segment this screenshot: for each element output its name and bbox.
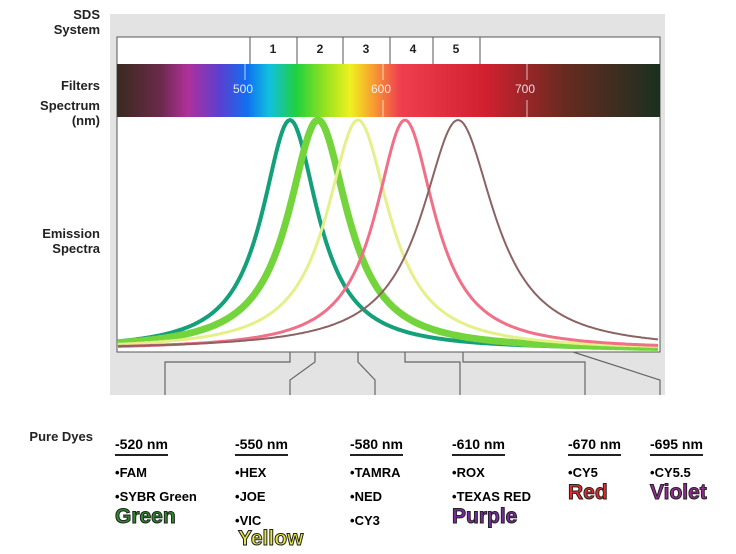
dye-name: HEX bbox=[235, 465, 303, 480]
filter-number: 2 bbox=[316, 42, 324, 56]
wavelength: -670 nm bbox=[568, 436, 621, 456]
filters-label: Filters bbox=[60, 78, 100, 93]
filter-number: 1 bbox=[269, 42, 277, 56]
dye-name: JOE bbox=[235, 489, 303, 504]
spectrum-label: 700 bbox=[515, 82, 536, 96]
wavelength: -520 nm bbox=[115, 436, 168, 456]
filter-number: 3 bbox=[362, 42, 370, 56]
spectrum-label: Spectrum (nm) bbox=[40, 98, 100, 128]
connectors bbox=[164, 351, 661, 395]
dye-name: CY3 bbox=[350, 513, 403, 528]
sds-label: SDS System bbox=[53, 7, 100, 37]
color-name: Green bbox=[115, 505, 177, 528]
dye-name: TAMRA bbox=[350, 465, 403, 480]
wavelength: -550 nm bbox=[235, 436, 288, 456]
dye-name: CY5 bbox=[568, 465, 621, 480]
emission-curves bbox=[117, 116, 659, 351]
color-name: Violet bbox=[650, 481, 708, 504]
dye-name: VIC bbox=[235, 513, 303, 528]
dye-name: NED bbox=[350, 489, 403, 504]
color-name: Yellow bbox=[237, 527, 304, 550]
spectrum-label: 600 bbox=[371, 82, 392, 96]
color-name: Purple bbox=[452, 505, 518, 528]
wavelength: -580 nm bbox=[350, 436, 403, 456]
dye-name: ROX bbox=[452, 465, 531, 480]
wavelength: -610 nm bbox=[452, 436, 505, 456]
emission-label: Emission Spectra bbox=[42, 226, 100, 256]
dye-name: FAM bbox=[115, 465, 197, 480]
diagram bbox=[110, 14, 665, 395]
filter-number: 4 bbox=[409, 42, 417, 56]
dye-name: SYBR Green bbox=[115, 489, 197, 504]
wavelength: -695 nm bbox=[650, 436, 703, 456]
filter-number: 5 bbox=[452, 42, 460, 56]
dye-name: CY5.5 bbox=[650, 465, 707, 480]
dyes-label: Pure Dyes bbox=[29, 429, 93, 444]
emission-curve bbox=[117, 116, 659, 351]
filter-dividers bbox=[249, 37, 481, 64]
spectrum-bar bbox=[117, 64, 660, 117]
spectrum-label: 500 bbox=[233, 82, 254, 96]
dye-group: -580 nm TAMRA NED CY3 bbox=[350, 436, 403, 528]
dye-name: TEXAS RED bbox=[452, 489, 531, 504]
spectrum-ticks bbox=[244, 64, 528, 117]
emission-curve bbox=[118, 118, 659, 348]
emission-curve bbox=[117, 118, 659, 348]
color-name: Red bbox=[568, 481, 609, 504]
